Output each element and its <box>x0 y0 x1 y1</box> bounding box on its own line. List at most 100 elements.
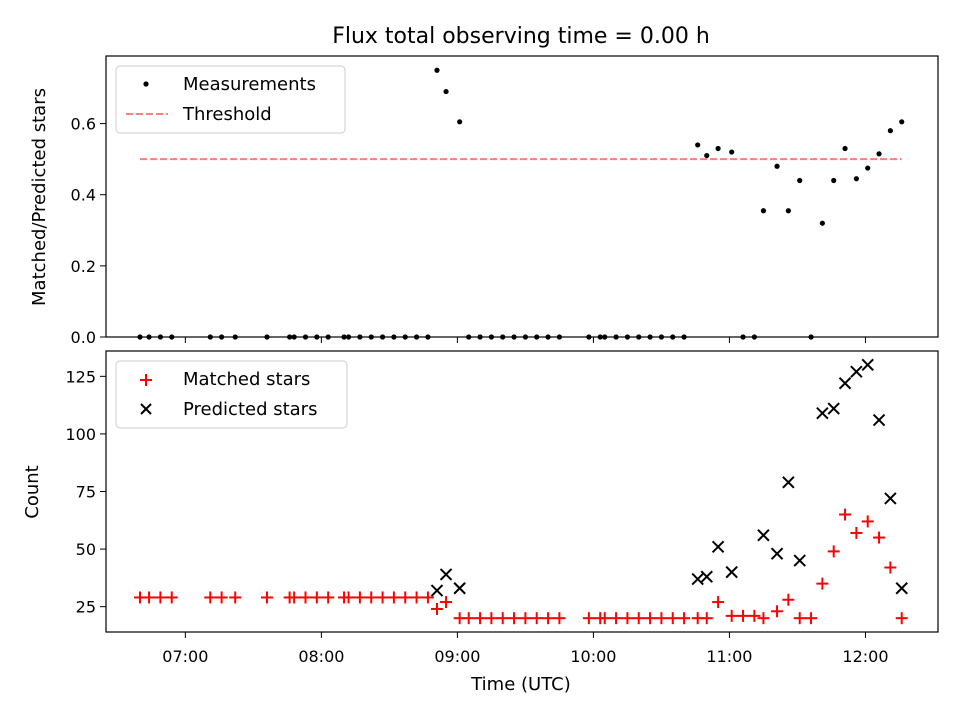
matched-point <box>353 591 366 604</box>
predicted-point <box>700 570 713 583</box>
top-legend: Measurements Threshold <box>115 65 346 134</box>
matched-point <box>632 612 645 625</box>
measurement-point <box>658 334 665 340</box>
matched-point <box>519 612 532 625</box>
bottom-legend: Matched stars Predicted stars <box>115 360 348 429</box>
measurement-point <box>341 334 347 340</box>
measurement-point <box>729 149 735 155</box>
y-tick-label: 100 <box>65 425 96 444</box>
matched-point <box>782 593 795 606</box>
matched-point <box>839 508 852 521</box>
measurement-point <box>291 334 297 340</box>
y-tick-label: 0.2 <box>71 257 96 276</box>
matched-point <box>827 545 840 558</box>
legend-predicted-label: Predicted stars <box>183 399 317 420</box>
matched-point <box>143 591 156 604</box>
y-tick-label: 50 <box>76 540 96 559</box>
matched-point <box>485 612 498 625</box>
matched-point <box>655 612 668 625</box>
top-y-axis-label: Matched/Predicted stars <box>29 88 50 306</box>
predicted-point <box>872 413 886 427</box>
legend-matched-marker <box>140 374 152 386</box>
predicted-point <box>711 540 725 553</box>
measurement-point <box>488 334 494 340</box>
measurement-point <box>740 334 746 340</box>
predicted-point <box>793 554 806 567</box>
measurement-point <box>797 177 803 184</box>
measurement-point <box>586 334 592 340</box>
measurement-point <box>534 334 540 340</box>
predicted-point <box>757 529 770 542</box>
matched-point <box>666 612 679 625</box>
matched-point <box>440 596 453 609</box>
matched-point <box>805 612 818 625</box>
predicted-point <box>816 406 829 420</box>
measurement-point <box>760 208 767 214</box>
matched-point <box>861 515 874 528</box>
matched-point <box>553 612 566 625</box>
measurement-point <box>865 165 871 171</box>
predicted-point <box>691 572 704 586</box>
matched-point <box>737 609 750 622</box>
chart-title: Flux total observing time = 0.00 h <box>332 24 710 49</box>
y-tick-label: 0.4 <box>71 186 96 205</box>
matched-point <box>474 612 487 625</box>
measurement-point <box>287 334 293 340</box>
measurement-point <box>477 334 483 340</box>
measurement-point <box>402 334 408 340</box>
matched-point <box>260 591 273 604</box>
y-tick-label: 0.0 <box>71 328 96 347</box>
measurement-point <box>808 334 814 340</box>
top-series <box>137 67 905 340</box>
measurement-point <box>842 145 848 152</box>
matched-point <box>895 612 908 625</box>
y-tick-label: 75 <box>76 483 96 502</box>
matched-point <box>542 612 555 625</box>
matched-point <box>229 591 242 604</box>
measurement-point <box>602 334 608 340</box>
measurement-point <box>413 334 420 340</box>
x-tick-label: 08:00 <box>298 647 344 666</box>
x-tick-label: 11:00 <box>706 647 752 666</box>
matched-point <box>299 591 312 604</box>
measurement-point <box>345 334 352 340</box>
measurement-point <box>169 334 175 340</box>
matched-point <box>712 596 725 609</box>
y-tick-label: 25 <box>76 598 96 617</box>
measurement-point <box>887 128 893 134</box>
matched-point <box>508 612 521 625</box>
measurement-point <box>325 334 331 340</box>
y-tick-label: 125 <box>65 367 96 386</box>
top-xticks <box>184 337 866 343</box>
matched-point <box>850 526 863 539</box>
matched-point <box>310 591 323 604</box>
predicted-point <box>453 582 466 595</box>
legend-predicted-marker <box>140 403 152 415</box>
predicted-point <box>770 547 784 560</box>
matched-point <box>621 612 634 625</box>
predicted-point <box>884 492 897 505</box>
x-tick-label: 12:00 <box>842 647 888 666</box>
measurement-point <box>715 145 721 152</box>
matched-point <box>884 561 897 574</box>
predicted-point <box>782 476 795 489</box>
x-tick-label: 09:00 <box>434 647 480 666</box>
measurement-point <box>876 151 882 157</box>
matched-point <box>342 591 355 604</box>
measurement-point <box>545 334 551 340</box>
measurement-point <box>853 176 859 182</box>
matched-point <box>793 612 806 625</box>
matched-point <box>322 591 335 604</box>
measurement-point <box>302 334 309 340</box>
measurement-point <box>425 334 431 340</box>
measurement-point <box>819 220 825 226</box>
matched-point <box>376 591 389 604</box>
matched-point <box>725 609 738 622</box>
measurement-point <box>636 334 642 340</box>
measurement-point <box>207 334 213 340</box>
measurement-point <box>146 334 152 340</box>
bottom-series <box>134 358 908 625</box>
matched-point <box>410 591 423 604</box>
predicted-point <box>861 358 874 372</box>
